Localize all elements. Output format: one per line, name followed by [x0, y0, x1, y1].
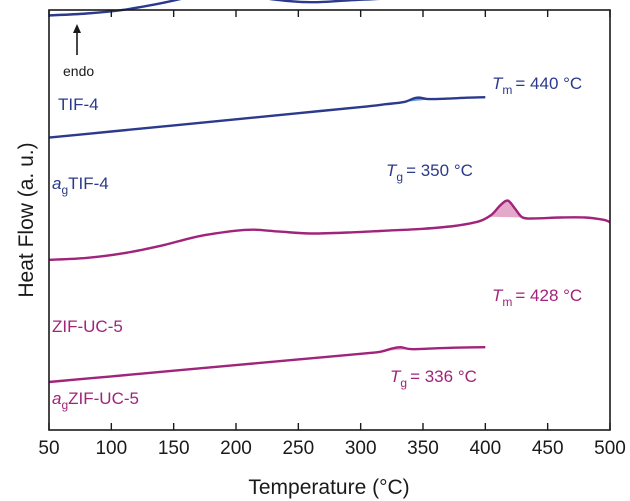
curve-label-subscript: g	[61, 398, 68, 412]
endo-indicator: endo	[63, 24, 94, 79]
curve-label: TIF-4	[58, 95, 99, 114]
dsc-curve	[48, 0, 381, 17]
x-tick-label: 200	[220, 438, 252, 459]
x-tick-label: 100	[95, 438, 127, 459]
endo-label: endo	[63, 63, 94, 79]
dsc-curve	[48, 345, 486, 384]
x-tick-label: 300	[345, 438, 377, 459]
annotation-subscript: m	[502, 83, 512, 97]
annotation-symbol: T	[492, 286, 504, 305]
x-tick-label: 500	[594, 438, 626, 459]
annotation-subscript: m	[502, 295, 512, 309]
annotation-value: = 428 °C	[515, 286, 582, 305]
curve-label-subscript: g	[61, 183, 68, 197]
annotation-subscript: g	[400, 376, 407, 390]
transition-peak-area	[487, 200, 523, 218]
transition-annotation: Tg = 350 °C	[386, 161, 473, 184]
transition-peak-area	[383, 347, 418, 351]
curve-label-prefix: a	[52, 174, 61, 193]
annotation-symbol: T	[492, 74, 504, 93]
curve-label-prefix: a	[52, 389, 61, 408]
x-tick-label: 250	[282, 438, 314, 459]
x-tick-label: 150	[158, 438, 190, 459]
annotation-symbol: T	[386, 161, 398, 180]
x-tick-label: 50	[38, 438, 59, 459]
transition-annotation: Tm = 440 °C	[492, 74, 582, 97]
annotation-value: = 336 °C	[410, 367, 477, 386]
x-tick-label: 400	[469, 438, 501, 459]
x-axis-title: Temperature (°C)	[248, 476, 409, 499]
transition-annotation: Tm = 428 °C	[492, 286, 582, 309]
curve-label: agZIF-UC-5	[52, 389, 139, 412]
curve-label-name: TIF-4	[68, 174, 109, 193]
annotation-subscript: g	[396, 170, 403, 184]
transition-annotation: Tg = 336 °C	[390, 367, 477, 390]
curve-label: agTIF-4	[52, 174, 109, 197]
annotation-symbol: T	[390, 367, 402, 386]
curve-label-name: ZIF-UC-5	[68, 389, 139, 408]
annotation-value: = 440 °C	[515, 74, 582, 93]
endo-arrow-head	[73, 24, 81, 33]
plot-frame	[48, 9, 611, 431]
y-axis-title: Heat Flow (a. u.)	[15, 142, 38, 297]
curve-label: ZIF-UC-5	[52, 317, 123, 336]
x-tick-label: 450	[532, 438, 564, 459]
dsc-curve	[48, 96, 486, 139]
annotation-value: = 350 °C	[406, 161, 473, 180]
x-tick-label: 350	[407, 438, 439, 459]
dsc-curve	[48, 199, 611, 261]
